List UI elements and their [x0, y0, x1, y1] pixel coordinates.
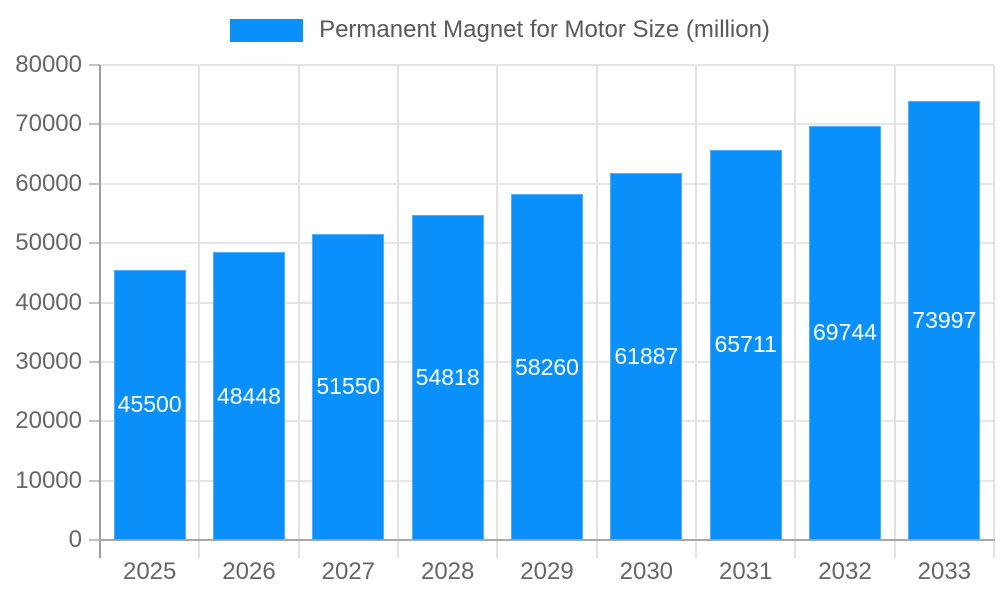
y-axis-label: 30000 [15, 347, 82, 375]
y-axis-tick [89, 182, 100, 185]
y-axis-label: 40000 [15, 288, 82, 316]
y-gridline [100, 182, 994, 185]
y-axis-line [99, 65, 101, 558]
x-gridline [198, 65, 201, 558]
y-axis-label: 0 [68, 526, 82, 553]
bar-2029[interactable]: 58260 [511, 194, 583, 540]
y-axis-label: 70000 [15, 110, 82, 138]
x-gridline [695, 65, 697, 558]
bar-value-label: 65711 [714, 331, 777, 358]
x-axis-label: 2027 [321, 558, 376, 585]
y-axis-tick [89, 420, 100, 423]
bar-value-label: 61887 [614, 342, 679, 369]
chart-legend[interactable]: Permanent Magnet for Motor Size (million… [0, 16, 1000, 44]
bar-value-label: 69744 [813, 319, 877, 346]
bar-2027[interactable]: 51550 [312, 233, 385, 540]
legend-swatch-icon [230, 18, 304, 42]
y-axis-label: 20000 [15, 407, 82, 435]
x-axis-label: 2029 [520, 558, 574, 585]
bar-value-label: 48448 [217, 382, 281, 409]
x-gridline [496, 65, 499, 558]
y-axis-tick [89, 64, 100, 66]
legend-label: Permanent Magnet for Motor Size (million… [319, 16, 770, 43]
x-gridline [794, 65, 797, 558]
bar-value-label: 58260 [515, 353, 579, 380]
x-axis-label: 2031 [718, 558, 773, 585]
y-axis-tick [89, 539, 100, 541]
x-axis-label: 2033 [917, 558, 972, 585]
bar-2031[interactable]: 65711 [709, 149, 782, 540]
bar-2025[interactable]: 45500 [113, 269, 186, 540]
y-axis-label: 10000 [15, 466, 82, 494]
x-axis-label: 2032 [818, 558, 872, 585]
bar-2030[interactable]: 61887 [610, 172, 683, 540]
y-axis-tick [89, 301, 100, 304]
y-gridline [100, 123, 994, 126]
x-gridline [297, 65, 300, 558]
x-gridline [893, 65, 896, 558]
y-axis-tick [89, 123, 100, 126]
y-gridline [100, 64, 994, 66]
x-gridline [993, 65, 995, 558]
x-axis-label: 2030 [619, 558, 674, 585]
y-axis-tick [89, 242, 100, 245]
x-axis-label: 2028 [420, 558, 475, 585]
x-gridline [397, 65, 399, 558]
bar-2033[interactable]: 73997 [908, 100, 981, 540]
bar-2028[interactable]: 54818 [411, 214, 484, 540]
y-axis-label: 60000 [15, 169, 82, 197]
y-axis-tick [89, 360, 100, 363]
y-axis-label: 80000 [15, 51, 82, 78]
bar-value-label: 73997 [912, 306, 977, 333]
x-axis-label: 2026 [222, 558, 276, 585]
bar-value-label: 45500 [117, 391, 182, 418]
x-axis-label: 2025 [122, 558, 177, 585]
bar-value-label: 54818 [415, 363, 480, 390]
x-gridline [595, 65, 598, 558]
y-axis-label: 50000 [15, 229, 82, 257]
bar-2032[interactable]: 69744 [809, 125, 881, 540]
x-axis-line [99, 539, 995, 541]
bar-value-label: 51550 [316, 373, 381, 400]
y-axis-tick [89, 479, 100, 482]
bar-2026[interactable]: 48448 [213, 252, 285, 540]
